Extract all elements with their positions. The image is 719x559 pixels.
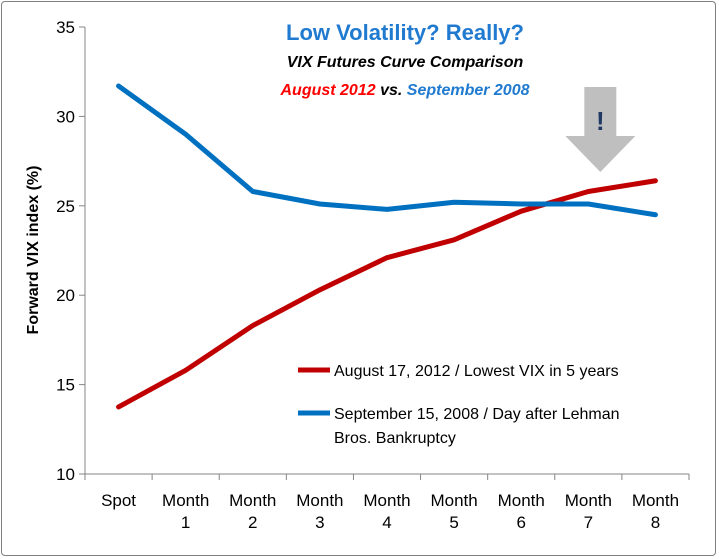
legend-label: August 17, 2012 / Lowest VIX in 5 years xyxy=(334,363,619,380)
chart-title: Low Volatility? Really? xyxy=(286,20,524,45)
x-tick-label: Month xyxy=(363,491,410,510)
x-tick-label: 4 xyxy=(382,513,391,532)
x-tick-label: 3 xyxy=(315,513,324,532)
y-tick-label: 10 xyxy=(56,465,75,484)
x-tick-label: 2 xyxy=(248,513,257,532)
y-tick-label: 35 xyxy=(56,18,75,37)
x-tick-label: 7 xyxy=(584,513,593,532)
y-axis-label: Forward VIX index (%) xyxy=(25,166,42,335)
x-tick-label: 5 xyxy=(449,513,458,532)
x-tick-label: Month xyxy=(498,491,545,510)
subtitle-september-2008: September 2008 xyxy=(407,82,530,99)
legend-label: September 15, 2008 / Day after Lehman xyxy=(334,406,620,423)
chart-subtitle-2: August 2012 vs. September 2008 xyxy=(279,82,529,99)
x-tick-label: 6 xyxy=(516,513,525,532)
y-tick-label: 20 xyxy=(56,286,75,305)
y-tick-label: 30 xyxy=(56,107,75,126)
x-tick-label: Month xyxy=(565,491,612,510)
x-tick-label: Month xyxy=(162,491,209,510)
subtitle-vs: vs. xyxy=(376,82,407,99)
down-arrow-icon xyxy=(565,87,636,172)
legend-label: Bros. Bankruptcy xyxy=(334,430,456,447)
x-tick-label: 1 xyxy=(181,513,190,532)
annotation-exclamation: ! xyxy=(596,106,605,136)
x-tick-label: Month xyxy=(632,491,679,510)
chart-subtitle: VIX Futures Curve Comparison xyxy=(287,54,524,71)
y-tick-label: 15 xyxy=(56,376,75,395)
x-tick-label: Spot xyxy=(101,491,136,510)
x-tick-label: Month xyxy=(430,491,477,510)
x-tick-label: 8 xyxy=(651,513,660,532)
x-tick-label: Month xyxy=(229,491,276,510)
x-tick-label: Month xyxy=(296,491,343,510)
subtitle-august-2012: August 2012 xyxy=(279,82,375,99)
y-tick-label: 25 xyxy=(56,197,75,216)
